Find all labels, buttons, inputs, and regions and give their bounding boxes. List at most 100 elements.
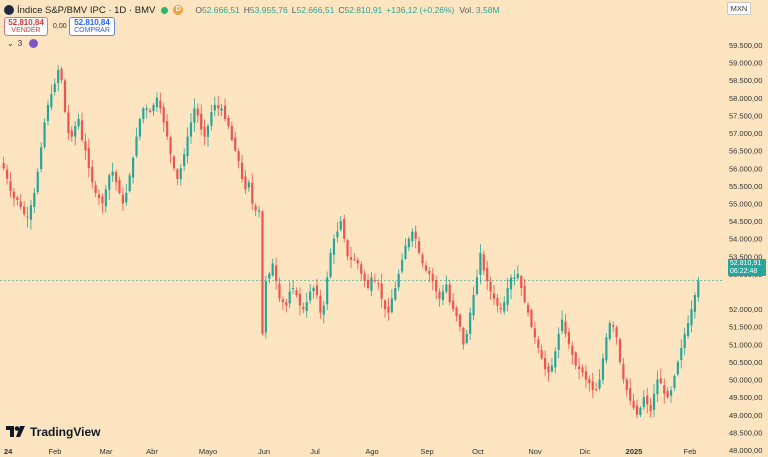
candle-body: [6, 169, 9, 179]
candle-body: [206, 126, 210, 137]
candle-body: [629, 388, 632, 401]
candle-body: [588, 379, 591, 384]
candle-body: [550, 365, 553, 372]
candle-body: [411, 231, 414, 242]
ohlc-high: H53.955,76: [243, 5, 288, 15]
price-tick-label: 56.000,00: [729, 164, 762, 173]
buy-button[interactable]: 52.810,84 COMPRAR: [69, 17, 115, 36]
candle-body: [666, 390, 669, 398]
symbol-title[interactable]: Índice S&P/BMV IPC · 1D · BMV: [17, 4, 156, 16]
time-tick-label: Oct: [472, 447, 485, 456]
candle-body: [656, 379, 659, 395]
candle-body: [80, 120, 84, 141]
candle-body: [261, 211, 264, 334]
candle-body: [108, 175, 111, 190]
candle-body: [94, 185, 97, 193]
candle-body: [533, 328, 536, 338]
market-status-icon[interactable]: [161, 6, 169, 14]
time-tick-label: Jun: [258, 447, 270, 456]
candle-body: [101, 196, 104, 204]
candle-body: [155, 97, 159, 108]
candle-body: [322, 305, 325, 315]
candle-body: [591, 381, 594, 391]
candle-body: [152, 104, 155, 112]
candle-body: [118, 180, 121, 193]
candle-body: [540, 350, 543, 359]
price-tick-label: 58.500,00: [729, 76, 762, 85]
candle-body: [608, 323, 611, 339]
candle-body: [503, 302, 506, 312]
candle-body: [387, 306, 390, 313]
candle-body: [390, 298, 393, 313]
candle-body: [40, 147, 43, 170]
price-tick-label: 50.000,00: [729, 376, 762, 385]
candle-body: [70, 130, 73, 137]
candle-body: [176, 169, 179, 179]
candle-body: [285, 302, 288, 306]
last-price-value: 52.810,91: [730, 260, 762, 267]
candle-body: [486, 268, 489, 281]
candle-body: [649, 405, 652, 412]
indicators-toggle[interactable]: ⌄ 3: [7, 39, 39, 48]
candle-body: [554, 351, 557, 368]
buy-price: 52.810,84: [74, 18, 110, 27]
candle-body: [121, 194, 124, 204]
candle-body: [349, 257, 353, 260]
tradingview-logo[interactable]: TradingView: [6, 425, 100, 439]
candle-body: [298, 293, 302, 306]
brand-name: TradingView: [30, 425, 101, 439]
candle-body: [275, 265, 278, 281]
candle-body: [77, 118, 80, 127]
candle-body: [686, 323, 690, 337]
candle-body: [632, 400, 635, 408]
candle-body: [43, 122, 46, 147]
bmv-logo-icon: [4, 5, 14, 15]
candle-body: [200, 113, 203, 130]
candle-body: [203, 126, 206, 137]
candle-body: [377, 283, 380, 285]
candle-body: [138, 118, 141, 137]
candle-body: [397, 273, 400, 288]
candle-body: [435, 279, 438, 292]
time-axis: 24 Feb Mar Abr Mayo Jun Jul Ago Sep Oct Nov Dic 2025…: [4, 447, 696, 456]
candle-body: [618, 339, 622, 362]
time-tick-label: 2025: [626, 447, 643, 456]
candle-body: [278, 283, 281, 299]
candle-body: [561, 319, 564, 332]
candle-body: [414, 231, 417, 239]
candle-body: [172, 156, 176, 169]
candle-body: [424, 265, 427, 271]
candle-body: [363, 273, 366, 281]
time-tick-label: Jul: [310, 447, 320, 456]
candle-body: [257, 210, 261, 212]
price-tick-label: 54.500,00: [729, 217, 762, 226]
chevron-down-icon: ⌄: [7, 39, 14, 48]
price-tick-label: 52.000,00: [729, 305, 762, 314]
time-tick-label: Dic: [580, 447, 591, 456]
delayed-data-icon[interactable]: D: [173, 5, 184, 15]
candle-body: [19, 201, 22, 207]
candle-body: [353, 259, 356, 261]
candle-body: [312, 288, 315, 292]
candle-body: [520, 275, 523, 288]
price-tick-label: 58.000,00: [729, 94, 762, 103]
price-tick-label: 55.500,00: [729, 182, 762, 191]
candle-body: [625, 379, 628, 391]
candle-body: [652, 393, 656, 410]
price-tick-label: 51.500,00: [729, 323, 762, 332]
price-tick-label: 49.500,00: [729, 393, 762, 402]
price-change: +136,12 (+0,26%): [386, 5, 455, 15]
candle-body: [455, 307, 458, 317]
candle-body: [230, 125, 233, 141]
ohlc-open: O52.666,51: [195, 5, 240, 15]
sell-button[interactable]: 52.810,84 VENDER: [4, 17, 48, 36]
candle-body: [339, 221, 342, 230]
candle-body: [292, 288, 295, 290]
candle-body: [183, 154, 186, 166]
candle-body: [329, 252, 332, 277]
currency-selector[interactable]: MXN: [727, 2, 751, 15]
indicator-count: 3: [17, 39, 23, 48]
candle-body: [581, 367, 584, 373]
candle-body: [418, 241, 421, 253]
